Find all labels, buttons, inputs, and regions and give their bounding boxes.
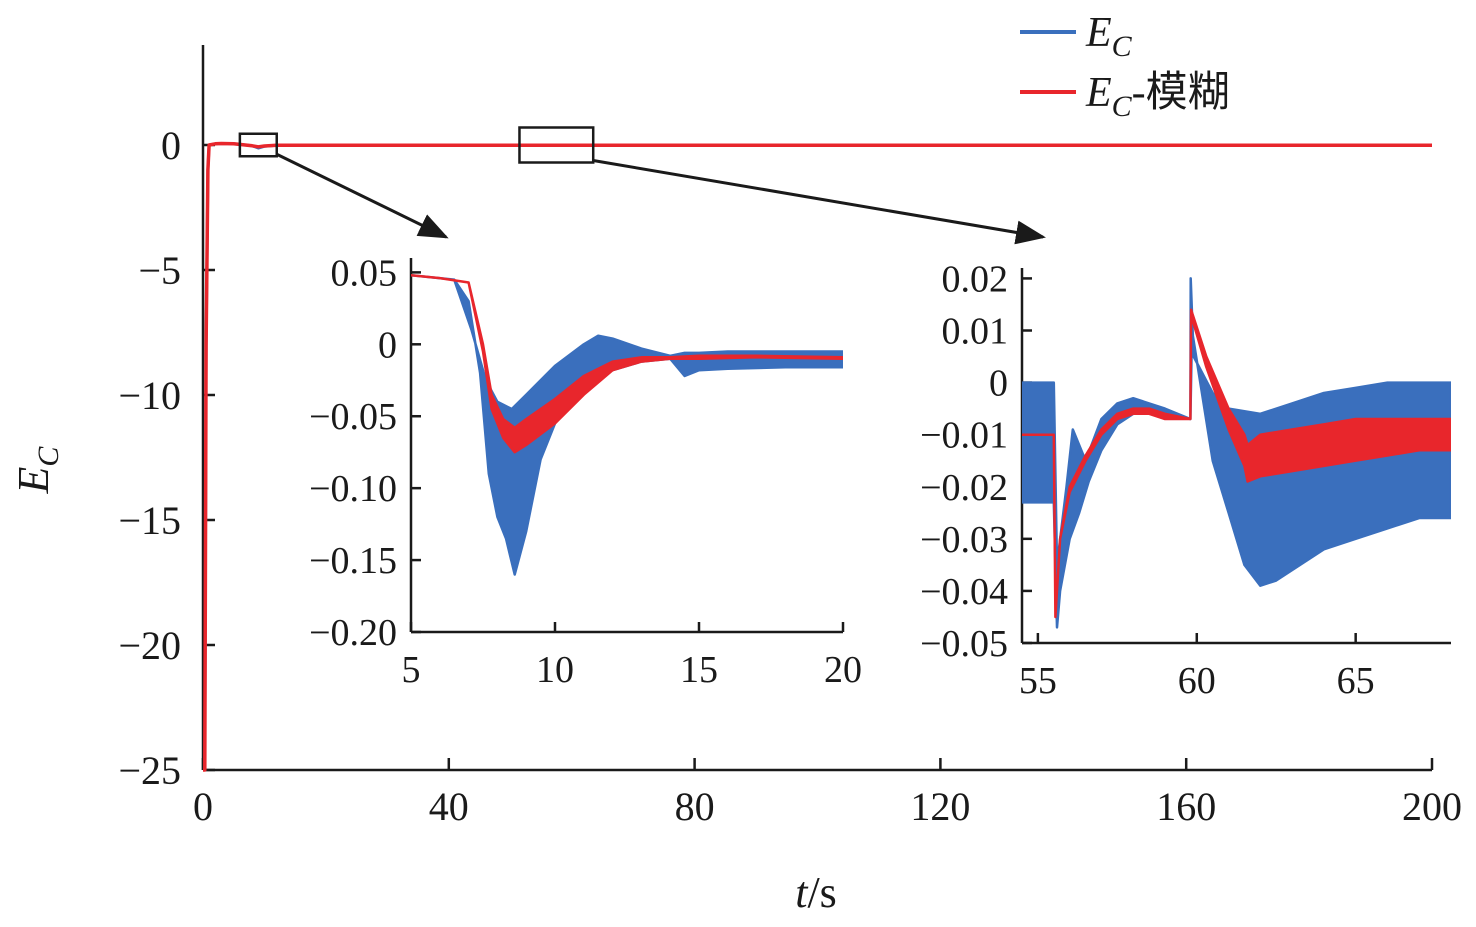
y-tick-label: −20 <box>118 623 181 668</box>
x-tick-label: 55 <box>1019 660 1057 702</box>
y-tick-label: 0.01 <box>942 311 1009 353</box>
zoom-annotations <box>238 126 1046 245</box>
y-tick-label: −0.20 <box>309 612 397 654</box>
x-axis-title-unit: /s <box>807 868 836 917</box>
x-tick-label: 40 <box>429 784 469 829</box>
y-tick-label: 0.05 <box>331 252 398 294</box>
y-tick-label: −0.01 <box>920 415 1008 457</box>
x-axis-title-var: t <box>795 868 809 917</box>
y-axis-title-main: E <box>9 466 58 494</box>
y-tick-label: −15 <box>118 498 181 543</box>
y-tick-label: −0.04 <box>920 571 1008 613</box>
series-band-ec-fuzzy <box>411 274 843 454</box>
x-tick-label: 5 <box>402 649 421 691</box>
inset-plot-2: 55 60 65 0.02 0.01 0 −0.01 −0.02 −0.03 −0.04 −0.05 <box>920 258 1451 702</box>
zoom-arrow-2 <box>592 159 1046 245</box>
legend-ec-main: E <box>1085 10 1112 56</box>
y-tick-label: −0.10 <box>309 468 397 510</box>
legend-ec-fuzzy-main: E <box>1085 70 1112 116</box>
x-tick-label: 20 <box>824 649 862 691</box>
inset1-data <box>411 274 843 576</box>
x-tick-label: 15 <box>680 649 718 691</box>
y-tick-label: 0 <box>378 324 397 366</box>
series-band-ec-fuzzy <box>1022 308 1451 619</box>
x-tick-label: 200 <box>1402 784 1462 829</box>
zoom-box-1 <box>238 132 278 158</box>
y-tick-label: −0.05 <box>920 623 1008 665</box>
x-axis-title: t/s <box>795 868 837 917</box>
y-tick-label: 0 <box>161 123 181 168</box>
y-axis-title-sub: C <box>32 446 65 467</box>
y-tick-label: 0.02 <box>942 258 1009 300</box>
series-band-ec <box>1022 277 1451 629</box>
y-tick-label: −0.05 <box>309 396 397 438</box>
x-tick-label: 80 <box>675 784 715 829</box>
zoom-box-2 <box>518 126 595 164</box>
inset-plot-1: 5 10 15 20 0.05 0 −0.05 −0.10 −0.15 −0.20 <box>309 252 862 691</box>
legend-label-ec: EC <box>1085 10 1133 63</box>
x-tick-label: 10 <box>536 649 574 691</box>
inset2-data <box>1022 277 1451 629</box>
x-tick-label: 65 <box>1337 660 1375 702</box>
y-tick-label: −25 <box>118 748 181 793</box>
y-tick-label: −10 <box>118 373 181 418</box>
x-tick-label: 160 <box>1156 784 1216 829</box>
legend-ec-fuzzy-sub: C <box>1112 90 1133 123</box>
series-band-ec <box>411 274 843 576</box>
y-tick-label: −5 <box>138 248 181 293</box>
y-tick-label: −0.02 <box>920 467 1008 509</box>
x-tick-label: 60 <box>1178 660 1216 702</box>
y-axis-title: EC <box>9 446 65 495</box>
zoom-arrow-1 <box>276 152 449 239</box>
series-line-ec-fuzzy <box>203 141 1432 772</box>
y-tick-label: −0.03 <box>920 519 1008 561</box>
legend-ec-sub: C <box>1112 30 1133 63</box>
x-tick-label: 0 <box>193 784 213 829</box>
legend-label-ec-fuzzy: EC-模糊 <box>1085 70 1230 123</box>
legend-ec-fuzzy-suffix: -模糊 <box>1132 70 1230 116</box>
legend: EC EC-模糊 <box>1020 10 1230 123</box>
x-tick-label: 120 <box>910 784 970 829</box>
y-tick-label: 0 <box>989 363 1008 405</box>
y-tick-label: −0.15 <box>309 540 397 582</box>
